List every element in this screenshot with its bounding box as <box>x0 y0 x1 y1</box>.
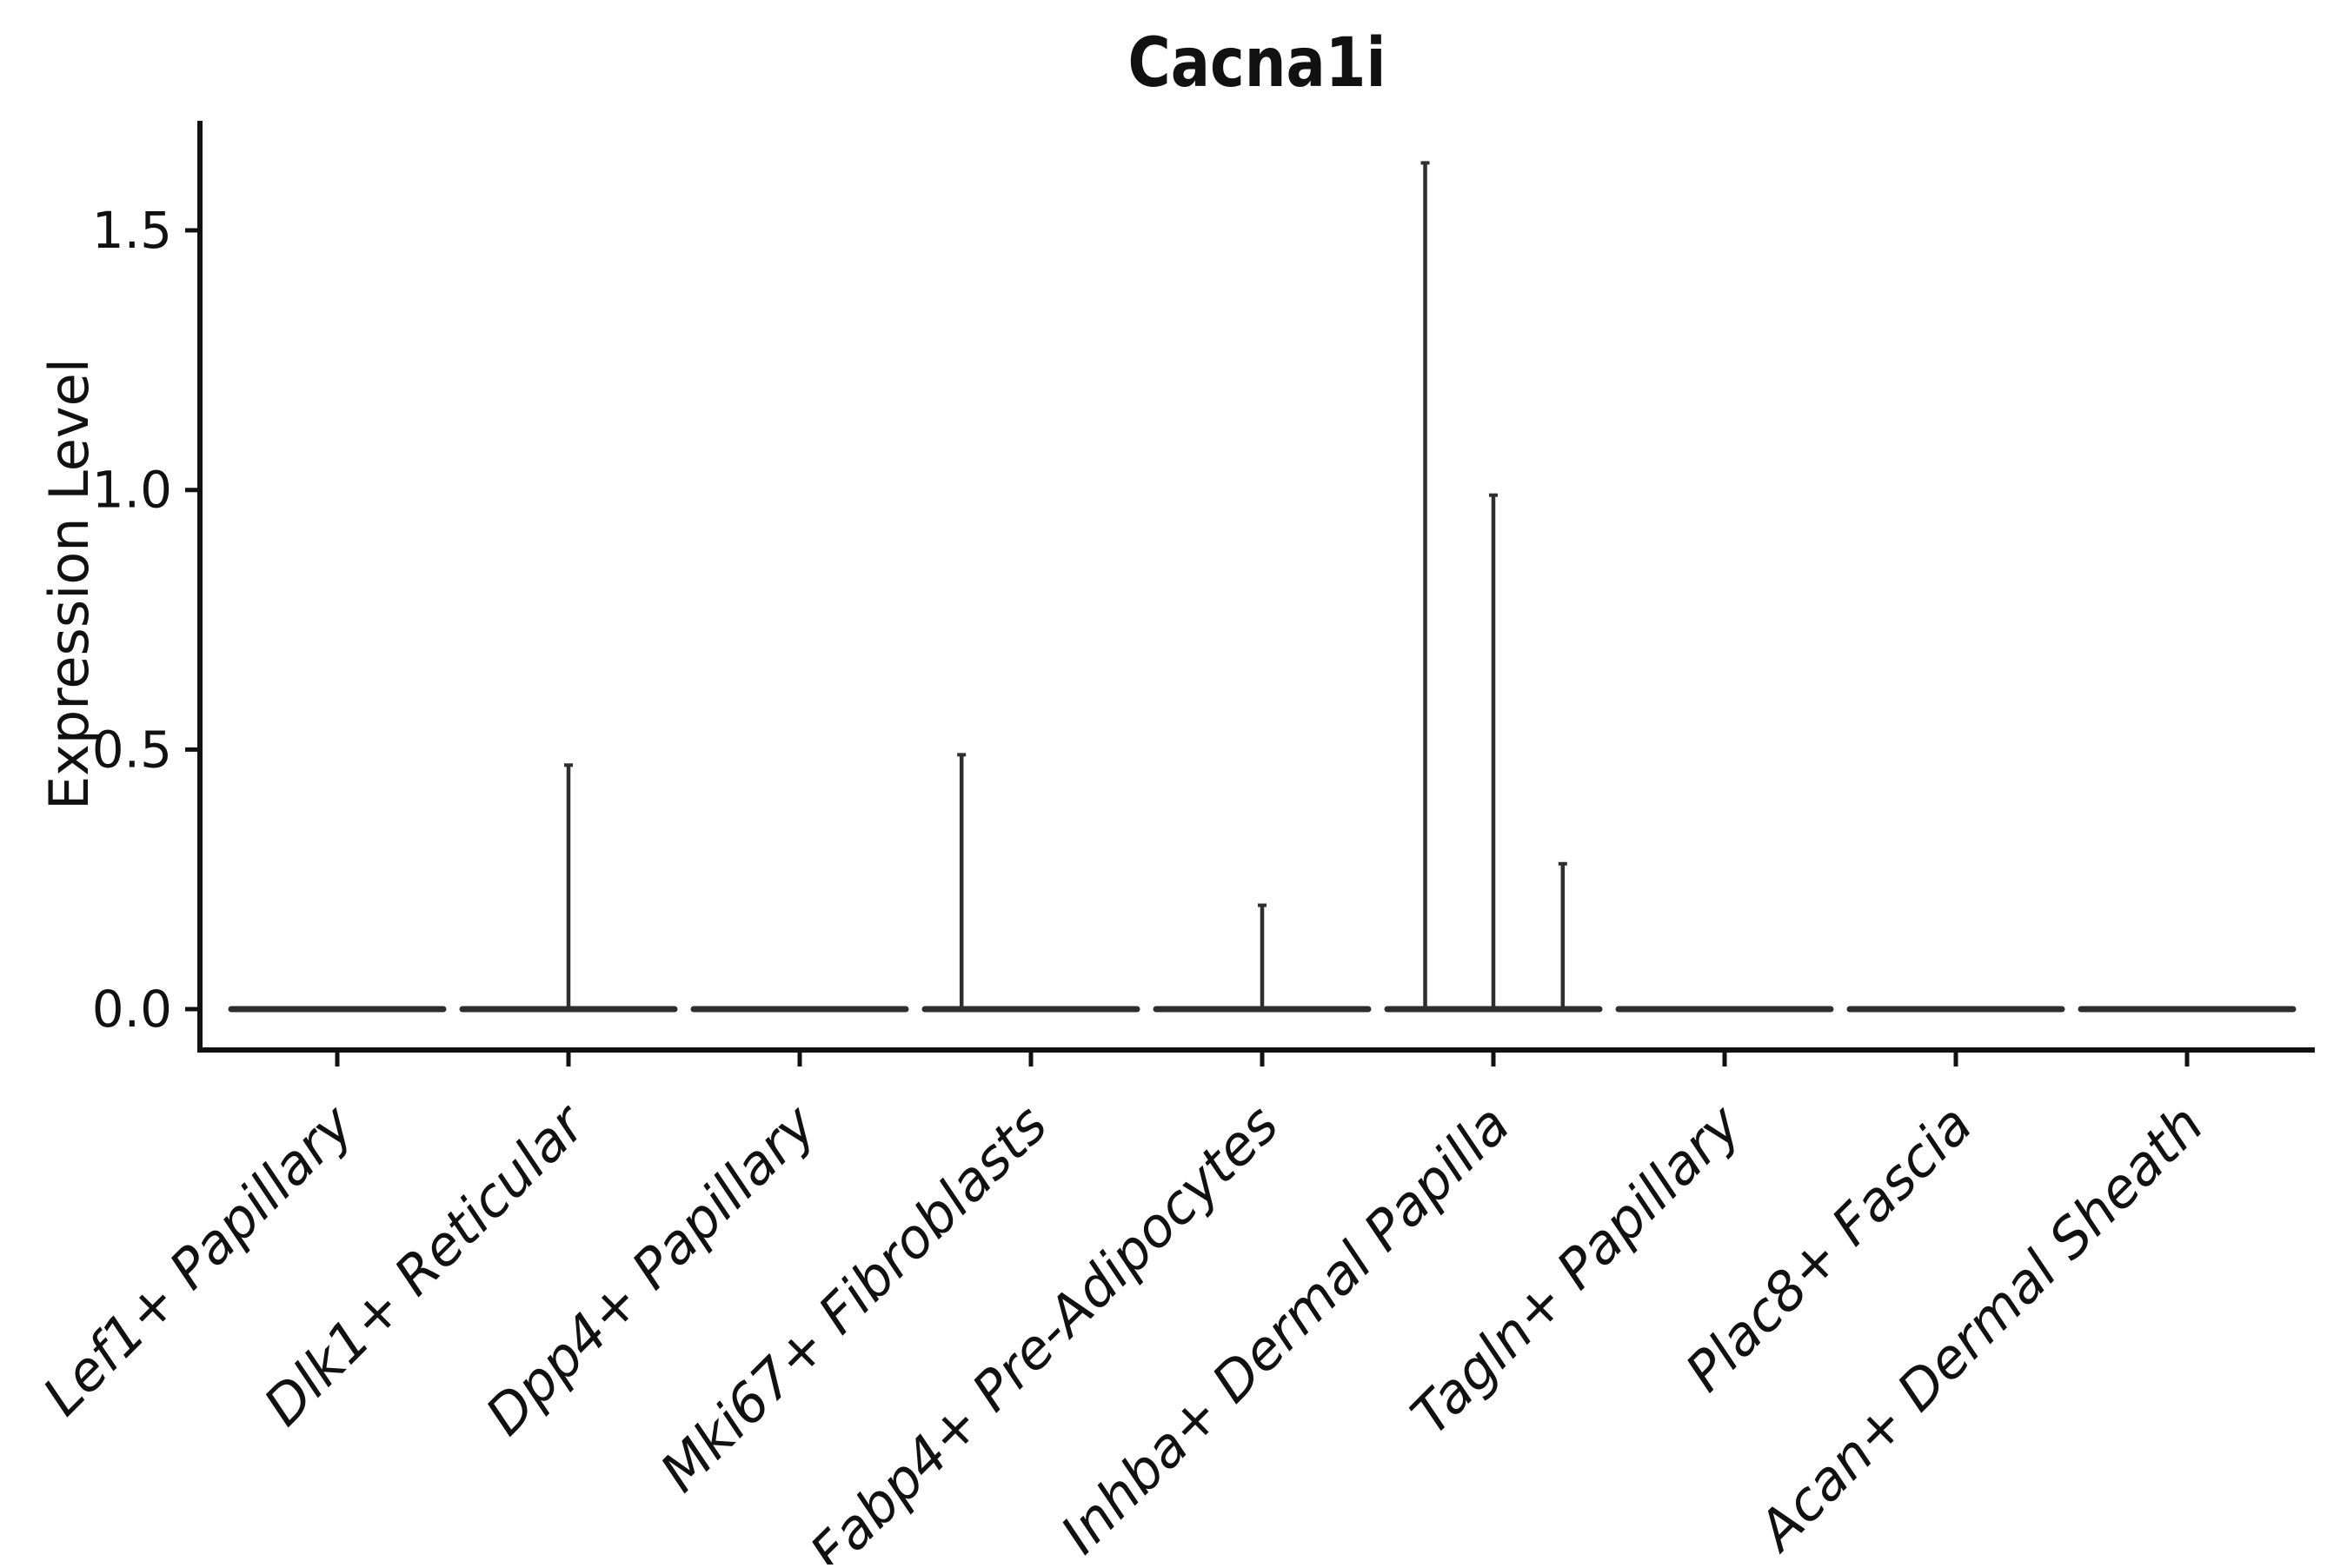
y-axis-label: Expression Level <box>37 358 101 810</box>
x-tick-label: Fabp4+ Pre-Adipocytes <box>798 1093 1291 1565</box>
x-tick-label: Acan+ Dermal Sheath <box>1744 1093 2216 1565</box>
y-tick-label: 0.0 <box>92 980 172 1039</box>
chart-title: Cacna1i <box>1127 24 1386 103</box>
y-tick-label: 0.5 <box>92 720 172 779</box>
y-tick-label: 1.5 <box>92 201 172 260</box>
x-tick-label: Mki67+ Fibroblasts <box>648 1093 1059 1504</box>
y-tick-label: 1.0 <box>92 461 172 520</box>
x-tick-label: Inhba+ Dermal Papilla <box>1048 1093 1521 1565</box>
